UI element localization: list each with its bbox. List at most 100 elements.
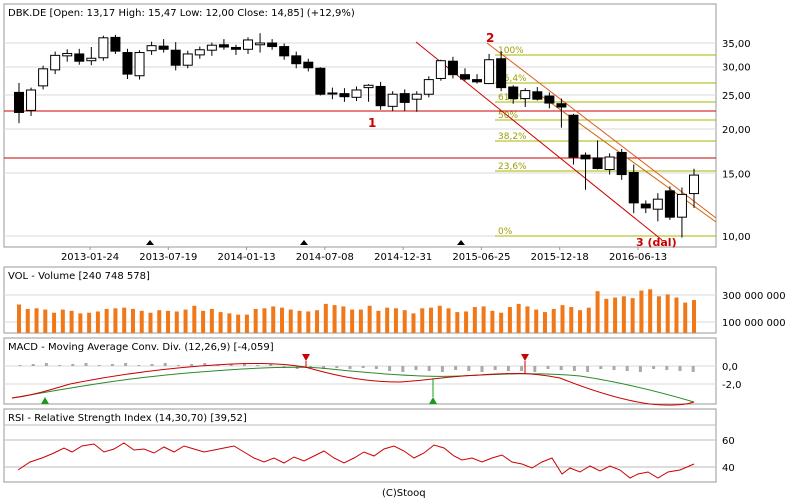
macd-histogram-bar bbox=[190, 364, 194, 366]
volume-bar bbox=[604, 298, 609, 333]
macd-histogram-bar bbox=[44, 363, 48, 366]
volume-bar bbox=[358, 309, 363, 333]
price-tick-label: 35,00 bbox=[722, 39, 751, 50]
volume-bar bbox=[551, 308, 556, 333]
candle-body bbox=[50, 54, 61, 71]
volume-bar bbox=[639, 290, 644, 333]
macd-histogram-bar bbox=[335, 366, 339, 368]
volume-bar bbox=[183, 309, 188, 333]
candle-body bbox=[652, 198, 663, 210]
volume-bar bbox=[499, 312, 504, 333]
volume-bar bbox=[201, 310, 206, 333]
volume-panel-title: VOL - Volume [240 748 578] bbox=[8, 271, 150, 282]
candle-body bbox=[62, 52, 73, 57]
macd-histogram-bar bbox=[322, 366, 326, 369]
candlestick-series bbox=[14, 33, 699, 238]
volume-bar bbox=[534, 309, 539, 333]
macd-histogram-bar bbox=[110, 364, 114, 366]
volume-bar bbox=[244, 314, 249, 333]
volume-bar bbox=[411, 313, 416, 333]
period-marker-triangle bbox=[457, 240, 465, 245]
macd-histogram-bar bbox=[414, 366, 418, 370]
fibonacci-label: 100% bbox=[498, 46, 524, 56]
price-y-axis: 35,00 30,00 25,00 20,00 15,00 10,00 bbox=[722, 39, 751, 243]
candle-body bbox=[592, 157, 603, 169]
volume-bar bbox=[420, 308, 425, 333]
macd-histogram-bar bbox=[124, 363, 128, 366]
candle-body bbox=[315, 67, 326, 95]
macd-histogram-bar bbox=[625, 366, 629, 371]
candle-body bbox=[459, 74, 470, 80]
candle-body bbox=[339, 93, 350, 98]
volume-bar bbox=[446, 308, 451, 333]
macd-histogram-bar bbox=[388, 366, 392, 371]
volume-bar bbox=[297, 310, 302, 333]
volume-bar bbox=[113, 308, 118, 333]
volume-bar bbox=[560, 305, 565, 333]
candle-body bbox=[640, 203, 651, 209]
fibonacci-label: 38,2% bbox=[498, 132, 527, 142]
candle-body bbox=[230, 46, 241, 50]
candle-body bbox=[411, 93, 422, 100]
volume-bar bbox=[332, 305, 337, 333]
candle-body bbox=[532, 91, 543, 100]
macd-histogram-bar bbox=[348, 366, 352, 369]
candle-body bbox=[435, 60, 446, 79]
rsi-tick-40: 40 bbox=[722, 463, 735, 474]
x-tick-label: 2014-01-13 bbox=[218, 252, 276, 263]
volume-bar bbox=[630, 298, 635, 333]
x-tick-label: 2016-06-13 bbox=[609, 252, 667, 263]
candle-body bbox=[206, 44, 217, 51]
volume-bar bbox=[17, 304, 21, 333]
macd-gridlines bbox=[4, 365, 716, 385]
candle-body bbox=[303, 61, 314, 69]
volume-bar bbox=[60, 309, 65, 333]
macd-histogram-bar bbox=[480, 366, 484, 372]
volume-bar bbox=[692, 300, 696, 333]
candle-body bbox=[170, 49, 181, 66]
volume-bar bbox=[323, 303, 328, 333]
volume-bar bbox=[525, 306, 530, 333]
candle-body bbox=[255, 42, 266, 46]
candle-body bbox=[291, 55, 302, 65]
volume-bar bbox=[437, 305, 442, 333]
volume-bar bbox=[69, 310, 74, 333]
volume-bar bbox=[385, 307, 390, 333]
macd-histogram-bar bbox=[84, 363, 88, 366]
macd-histogram-bar bbox=[374, 366, 378, 369]
volume-bars bbox=[17, 289, 696, 333]
volume-bar bbox=[656, 296, 661, 333]
candle-body bbox=[447, 60, 458, 76]
macd-tick-neg2: -2,0 bbox=[722, 380, 742, 391]
candle-body bbox=[363, 84, 374, 89]
volume-bar bbox=[683, 302, 688, 333]
candle-body bbox=[218, 44, 229, 48]
volume-tick-low: 100 000 000 bbox=[722, 318, 786, 329]
volume-bar bbox=[95, 311, 100, 333]
volume-bar bbox=[429, 307, 434, 333]
volume-bar bbox=[481, 306, 486, 333]
macd-histogram-bar bbox=[559, 366, 563, 370]
fibonacci-levels bbox=[495, 54, 716, 237]
volume-bar bbox=[455, 312, 460, 333]
volume-bar bbox=[148, 312, 153, 333]
volume-bar bbox=[350, 309, 355, 333]
x-tick-label: 2015-06-25 bbox=[452, 252, 510, 263]
macd-histogram-bar bbox=[308, 366, 312, 368]
macd-histogram-bar bbox=[401, 366, 405, 372]
sell-signal-arrow bbox=[521, 354, 529, 361]
macd-histogram-bar bbox=[137, 365, 141, 366]
candle-body bbox=[472, 79, 483, 83]
price-panel-title: DBK.DE [Open: 13,17 High: 15,47 Low: 12,… bbox=[8, 8, 355, 19]
price-tick-label: 25,00 bbox=[722, 91, 751, 102]
macd-histogram-bar bbox=[256, 365, 260, 366]
volume-bar bbox=[542, 312, 547, 333]
candle-body bbox=[122, 52, 133, 75]
volume-bar bbox=[25, 308, 30, 333]
volume-bar bbox=[166, 310, 171, 333]
volume-bar bbox=[157, 310, 162, 333]
macd-histogram-bar bbox=[427, 366, 431, 371]
candle-body bbox=[544, 95, 555, 104]
candle-body bbox=[375, 85, 386, 107]
